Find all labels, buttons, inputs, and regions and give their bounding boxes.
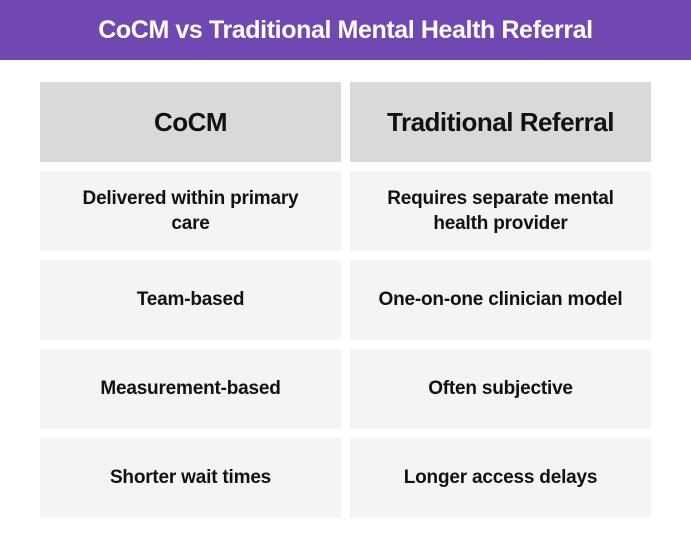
page-title-banner: CoCM vs Traditional Mental Health Referr…	[0, 0, 691, 60]
table-cell-cocm-row-2: Team-based	[40, 260, 341, 340]
table-cell-cocm-row-1: Delivered within primary care	[40, 171, 341, 251]
table-cell-cocm-row-4: Shorter wait times	[40, 438, 341, 518]
comparison-table: CoCM Traditional Referral Delivered with…	[40, 82, 651, 518]
table-cell-traditional-row-4: Longer access delays	[350, 438, 651, 518]
table-cell-traditional-row-2: One-on-one clinician model	[350, 260, 651, 340]
column-header-cocm: CoCM	[40, 82, 341, 162]
column-header-traditional-referral: Traditional Referral	[350, 82, 651, 162]
table-cell-traditional-row-1: Requires separate mental health provider	[350, 171, 651, 251]
page-title: CoCM vs Traditional Mental Health Referr…	[98, 15, 593, 44]
table-cell-traditional-row-3: Often subjective	[350, 349, 651, 429]
table-cell-cocm-row-3: Measurement-based	[40, 349, 341, 429]
